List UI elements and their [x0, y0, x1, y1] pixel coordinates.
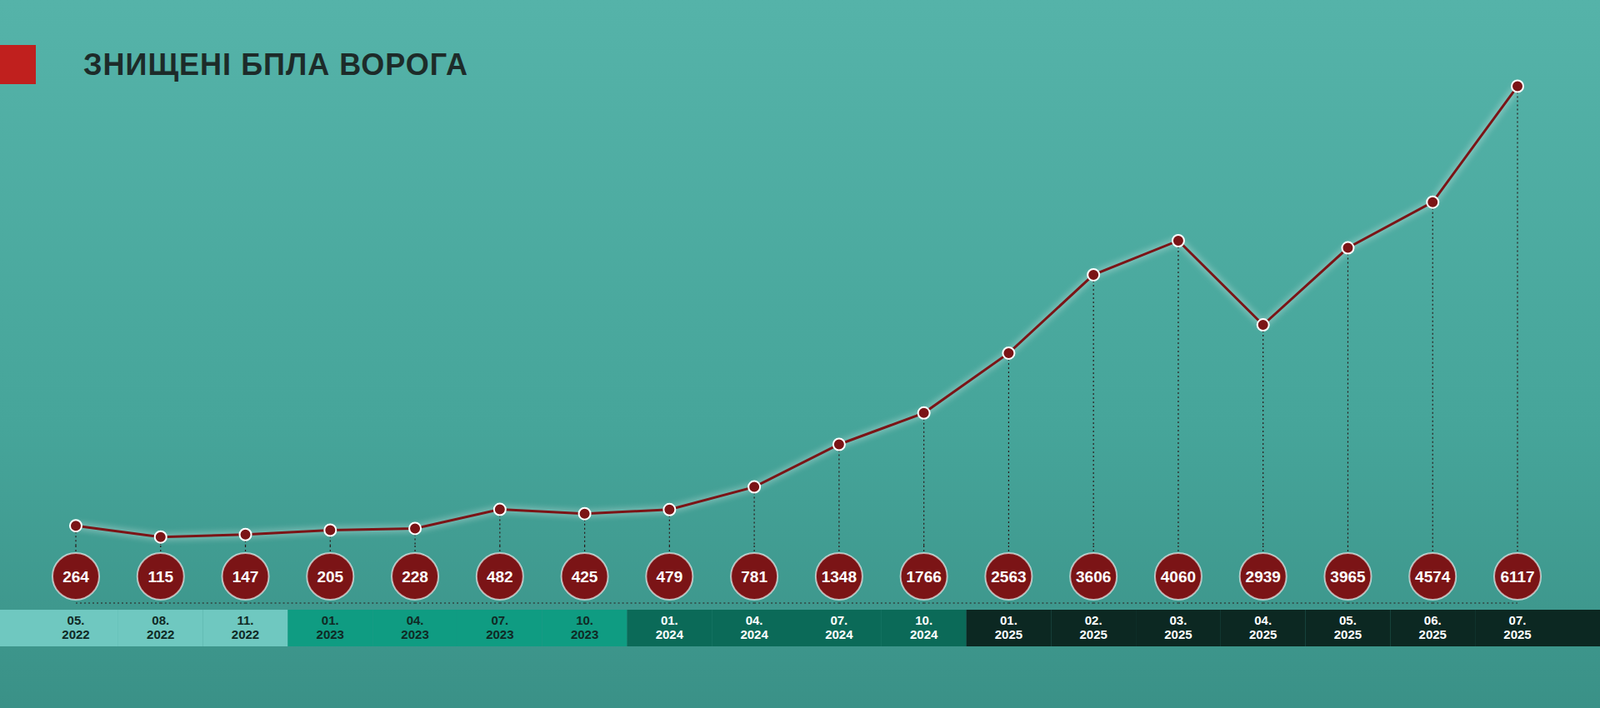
- svg-text:115: 115: [147, 568, 174, 586]
- svg-text:10.2023: 10.2023: [570, 613, 599, 642]
- svg-text:1766: 1766: [906, 568, 942, 586]
- svg-text:2939: 2939: [1245, 568, 1281, 586]
- svg-text:1348: 1348: [821, 568, 857, 586]
- svg-text:264: 264: [62, 568, 90, 586]
- html-text:ЗНИЩЕНІ БПЛА ВОРОГА: ЗНИЩЕНІ БПЛА ВОРОГА: [83, 47, 469, 82]
- svg-text:08.2022: 08.2022: [146, 613, 175, 642]
- svg-text:07.2023: 07.2023: [485, 613, 514, 642]
- svg-text:4060: 4060: [1160, 568, 1196, 586]
- svg-text:05.2022: 05.2022: [61, 613, 90, 642]
- svg-text:10.2024: 10.2024: [910, 613, 939, 642]
- svg-text:07.2024: 07.2024: [825, 613, 854, 642]
- svg-text:04.2023: 04.2023: [400, 613, 429, 642]
- svg-text:01.2025: 01.2025: [995, 613, 1023, 642]
- svg-text:01.2024: 01.2024: [655, 613, 685, 642]
- svg-text:425: 425: [571, 568, 599, 586]
- svg-text:05.2025: 05.2025: [1334, 613, 1362, 642]
- svg-text:228: 228: [401, 568, 429, 586]
- svg-text:479: 479: [656, 568, 684, 586]
- svg-text:11.2022: 11.2022: [231, 613, 260, 642]
- svg-text:01.2023: 01.2023: [316, 613, 345, 642]
- svg-text:4574: 4574: [1415, 568, 1451, 586]
- svg-text:04.2024: 04.2024: [740, 613, 769, 642]
- svg-text:02.2025: 02.2025: [1079, 613, 1107, 642]
- svg-text:147: 147: [232, 568, 260, 586]
- svg-text:3965: 3965: [1330, 568, 1366, 586]
- svg-text:07.2025: 07.2025: [1503, 613, 1531, 642]
- svg-text:6117: 6117: [1500, 568, 1535, 586]
- svg-text:2563: 2563: [990, 568, 1026, 586]
- svg-text:04.2025: 04.2025: [1249, 613, 1277, 642]
- svg-text:205: 205: [316, 568, 344, 586]
- svg-text:3606: 3606: [1075, 568, 1111, 586]
- svg-text:781: 781: [740, 568, 768, 586]
- svg-text:06.2025: 06.2025: [1419, 613, 1447, 642]
- svg-text:482: 482: [486, 568, 514, 586]
- svg-text:03.2025: 03.2025: [1164, 613, 1192, 642]
